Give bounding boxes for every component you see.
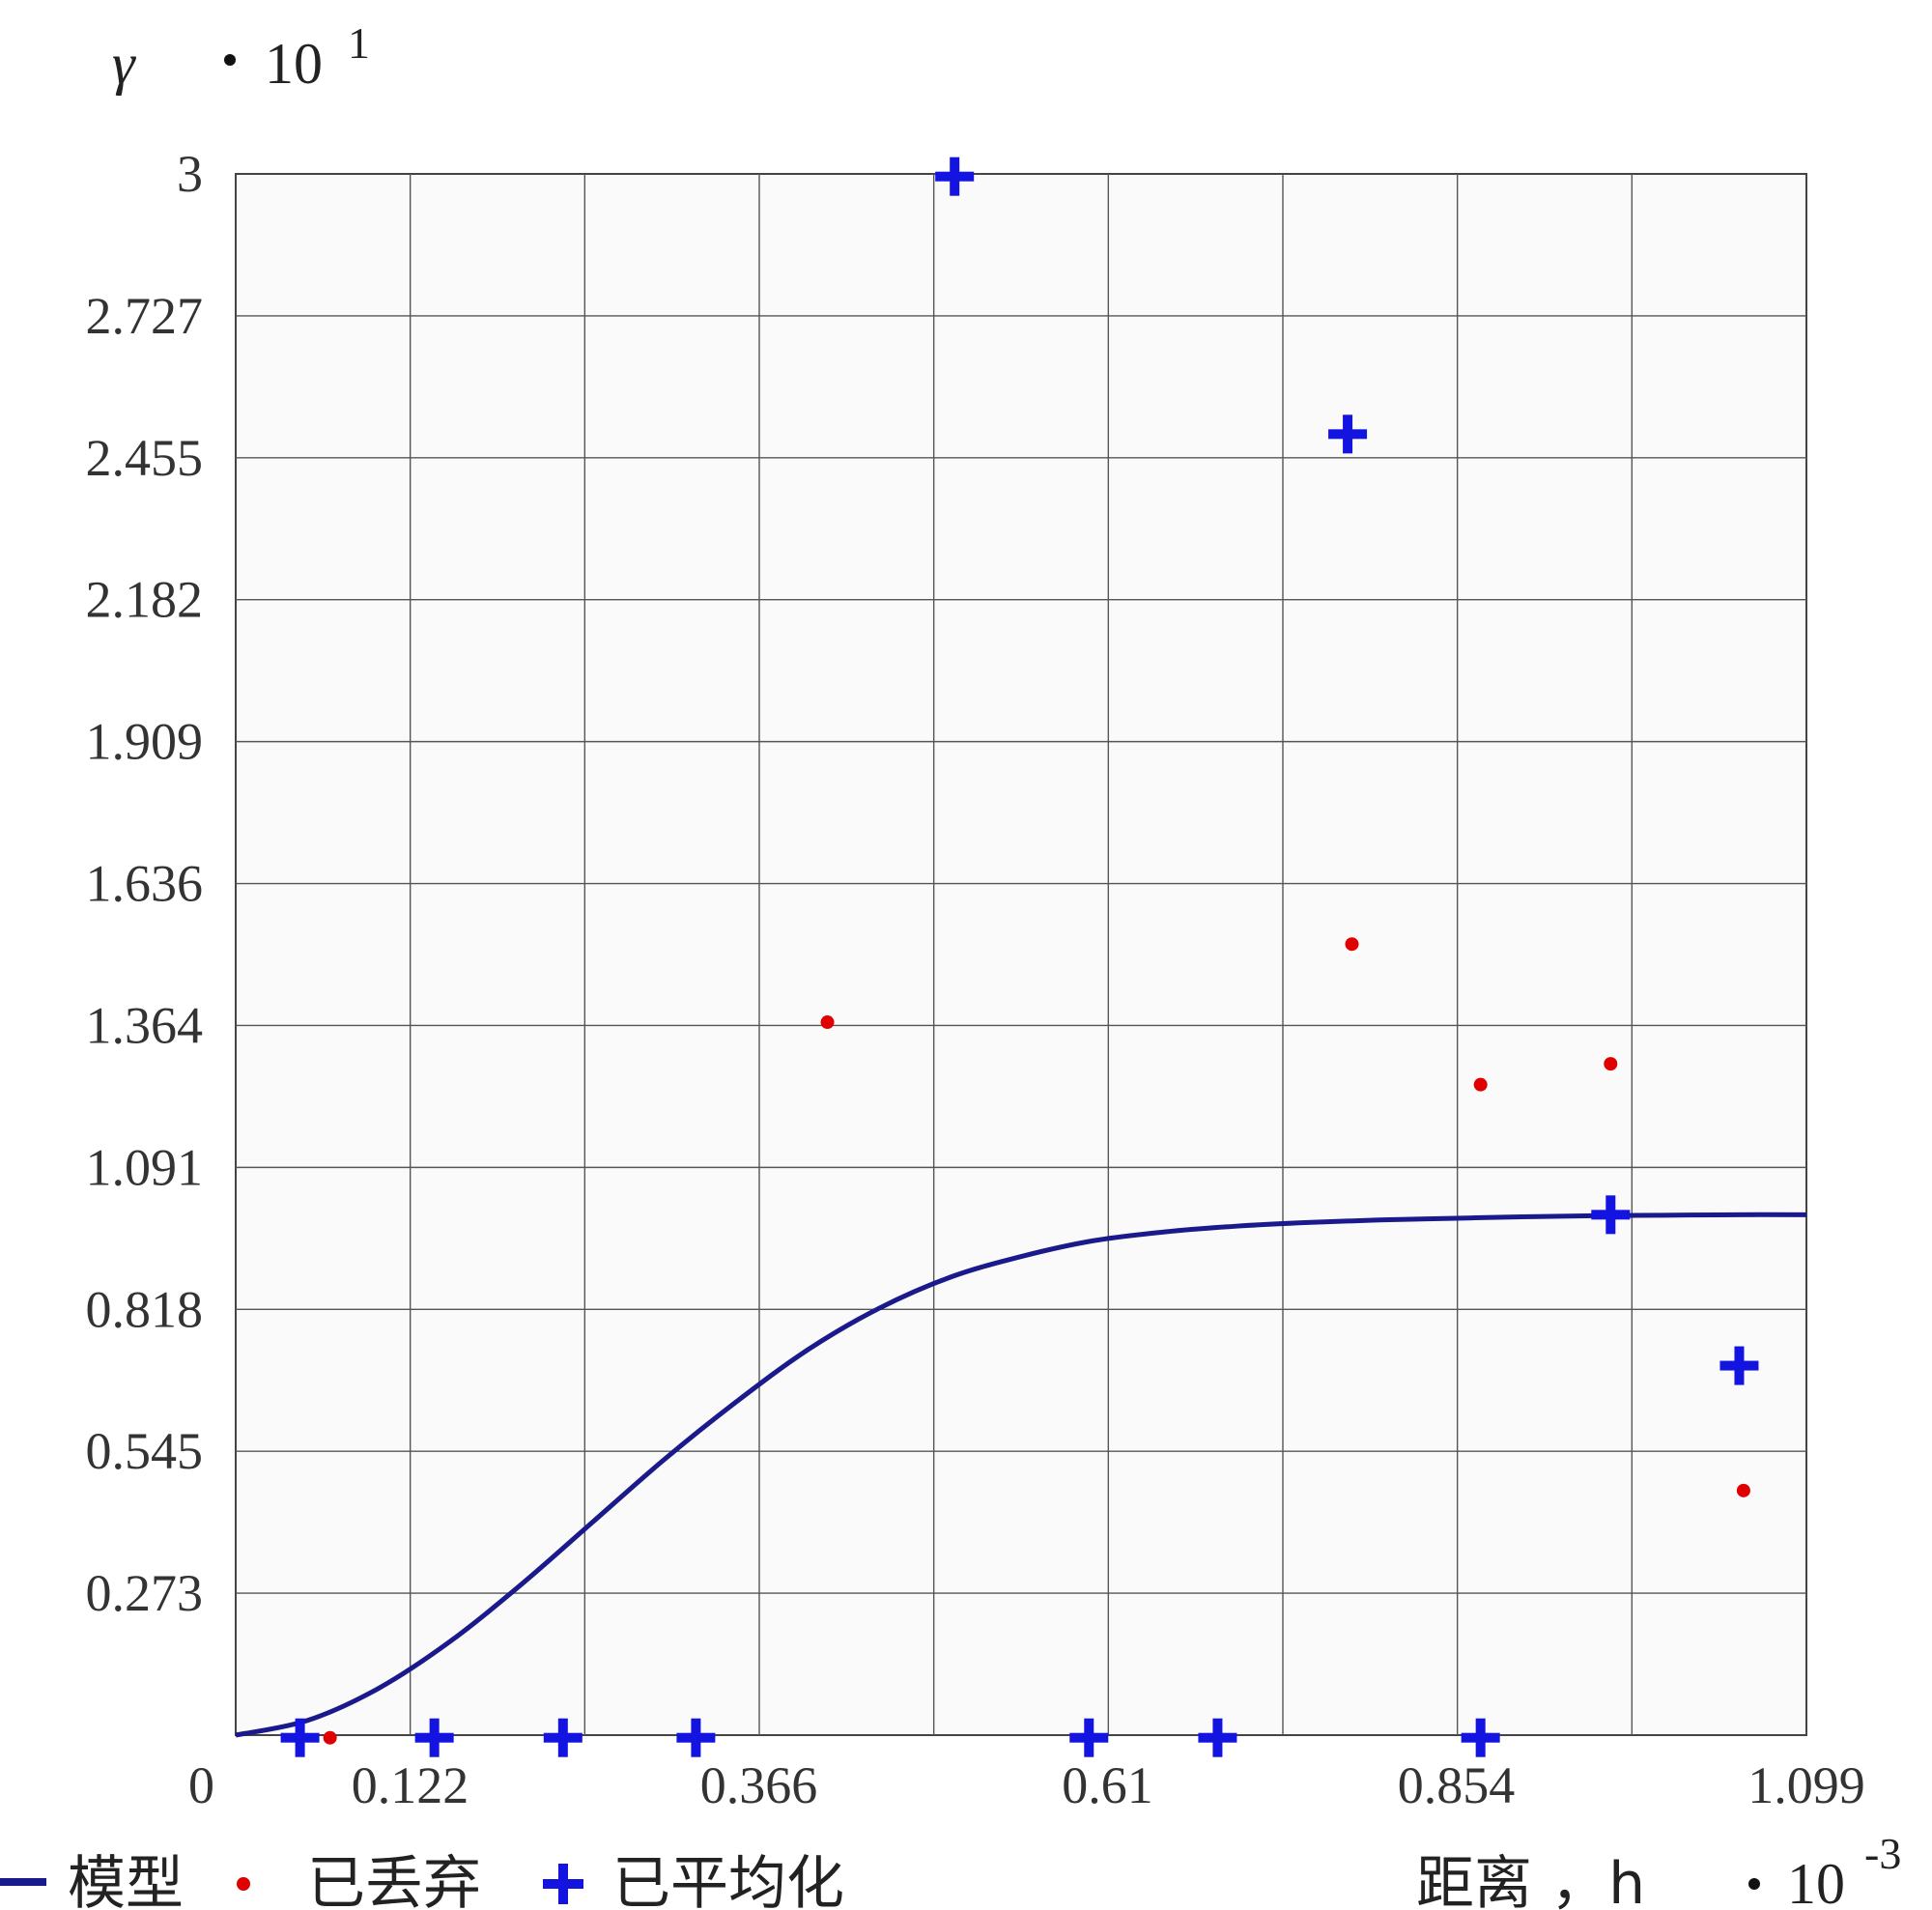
y-axis-exponent: 1 bbox=[348, 18, 370, 68]
x-tick-label: 0.366 bbox=[700, 1756, 818, 1814]
averaged-point bbox=[935, 157, 975, 196]
legend-swatch-model bbox=[0, 1878, 46, 1886]
grid-lines bbox=[236, 174, 1806, 1735]
legend: 模型 已丢弃 已平均化 bbox=[0, 1850, 844, 1910]
y-tick-label: 0.273 bbox=[86, 1564, 204, 1622]
legend-label-model: 模型 bbox=[68, 1850, 184, 1910]
discarded-point bbox=[820, 1015, 835, 1030]
x-tick-label: 0.122 bbox=[352, 1756, 469, 1814]
x-tick-label: 1.099 bbox=[1747, 1756, 1865, 1814]
y-tick-label: 2.727 bbox=[86, 287, 204, 345]
y-tick-label: 1.091 bbox=[86, 1138, 204, 1196]
legend-label-discarded: 已丢弃 bbox=[307, 1850, 481, 1910]
discarded-point bbox=[1345, 937, 1359, 952]
discarded-point bbox=[1604, 1057, 1618, 1071]
y-tick-label: 0.818 bbox=[86, 1280, 204, 1338]
discarded-point bbox=[1473, 1077, 1488, 1092]
x-tick-label: 0 bbox=[188, 1756, 214, 1814]
y-tick-label: 1.364 bbox=[86, 996, 204, 1054]
series-layer bbox=[235, 157, 1807, 1757]
averaged-point bbox=[1328, 414, 1368, 454]
y-tick-label: 3 bbox=[177, 145, 203, 203]
x-axis-multiplier: 10 bbox=[1787, 1852, 1845, 1910]
averaged-point bbox=[414, 1718, 454, 1757]
x-axis-label: 距离 ，h bbox=[1416, 1850, 1645, 1910]
x-axis-multiply-dot bbox=[1748, 1878, 1760, 1890]
y-tick-labels: 3 2.727 2.455 2.182 1.909 1.636 1.364 1.091 0.81… bbox=[86, 145, 204, 1622]
x-tick-labels: 0 0.122 0.366 0.61 0.854 1.099 bbox=[188, 1756, 1865, 1814]
plot-area bbox=[235, 173, 1807, 1736]
legend-swatch-discarded bbox=[237, 1877, 250, 1891]
model-curve bbox=[235, 1212, 1807, 1738]
legend-swatch-averaged bbox=[543, 1864, 583, 1904]
x-tick-label: 0.854 bbox=[1398, 1756, 1516, 1814]
y-axis-multiply-dot bbox=[224, 54, 236, 66]
legend-label-averaged: 已平均化 bbox=[612, 1850, 844, 1910]
x-tick-label: 0.61 bbox=[1062, 1756, 1153, 1814]
averaged-point bbox=[1461, 1718, 1500, 1757]
y-axis-symbol: γ bbox=[112, 32, 136, 96]
averaged-point bbox=[1069, 1718, 1109, 1757]
y-axis-title: γ 10 1 bbox=[112, 18, 370, 96]
x-axis-exponent: -3 bbox=[1864, 1829, 1901, 1878]
averaged-point bbox=[1719, 1346, 1759, 1385]
x-axis-title: 距离 ，h 10 -3 bbox=[1416, 1829, 1901, 1910]
y-tick-label: 1.909 bbox=[86, 713, 204, 771]
y-tick-label: 0.545 bbox=[86, 1422, 204, 1480]
averaged-point bbox=[1591, 1195, 1631, 1235]
y-axis-multiplier: 10 bbox=[265, 32, 323, 96]
y-tick-label: 2.182 bbox=[86, 571, 204, 629]
y-tick-label: 2.455 bbox=[86, 429, 204, 487]
discarded-point bbox=[323, 1730, 337, 1745]
averaged-point bbox=[676, 1718, 716, 1757]
y-tick-label: 1.636 bbox=[86, 855, 204, 913]
averaged-point bbox=[1198, 1718, 1237, 1757]
averaged-point bbox=[280, 1718, 320, 1757]
averaged-point bbox=[543, 1718, 582, 1757]
discarded-point bbox=[1736, 1483, 1750, 1497]
